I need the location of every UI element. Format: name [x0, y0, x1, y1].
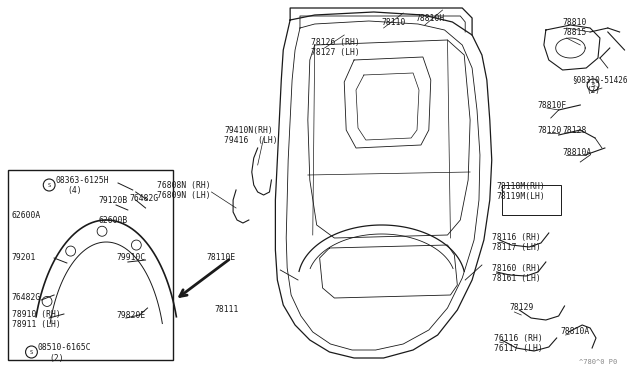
- Text: 62600A: 62600A: [12, 211, 41, 219]
- Text: 76482G: 76482G: [12, 294, 41, 302]
- Text: 78126 (RH): 78126 (RH): [311, 38, 360, 46]
- Text: 78117 (LH): 78117 (LH): [492, 243, 541, 251]
- Bar: [8, 170, 173, 360]
- Text: 76482G: 76482G: [130, 193, 159, 202]
- Text: 78160 (RH): 78160 (RH): [492, 263, 541, 273]
- Text: 78810A: 78810A: [563, 148, 592, 157]
- Text: 78120: 78120: [537, 125, 561, 135]
- Text: S: S: [30, 350, 33, 355]
- Text: 78161 (LH): 78161 (LH): [492, 273, 541, 282]
- Text: 78110: 78110: [381, 17, 406, 26]
- Text: 78810H: 78810H: [415, 13, 444, 22]
- Text: 79416  (LH): 79416 (LH): [224, 135, 278, 144]
- Text: 78118M(RH): 78118M(RH): [497, 182, 545, 190]
- Text: 78127 (LH): 78127 (LH): [311, 48, 360, 57]
- Text: (4): (4): [67, 186, 81, 195]
- Text: 78128: 78128: [563, 125, 587, 135]
- Text: 78116 (RH): 78116 (RH): [492, 232, 541, 241]
- Bar: [502, 185, 561, 215]
- Text: 76116 (RH): 76116 (RH): [493, 334, 543, 343]
- Text: (2): (2): [586, 86, 600, 94]
- Text: 78810A: 78810A: [561, 327, 590, 337]
- Text: 78129: 78129: [509, 304, 534, 312]
- Text: S: S: [47, 183, 51, 187]
- Text: 78910 (RH): 78910 (RH): [12, 311, 61, 320]
- Text: 08363-6125H: 08363-6125H: [55, 176, 109, 185]
- Text: (2): (2): [49, 353, 64, 362]
- Text: 78810F: 78810F: [537, 100, 566, 109]
- Text: 78911 (LH): 78911 (LH): [12, 321, 61, 330]
- Text: 62600B: 62600B: [99, 215, 127, 224]
- Text: ^780^0 P0: ^780^0 P0: [579, 359, 618, 365]
- Text: 08510-6165C: 08510-6165C: [37, 343, 91, 353]
- Text: 78111: 78111: [214, 305, 239, 314]
- Text: 78119M(LH): 78119M(LH): [497, 192, 545, 201]
- Text: §08310-51426: §08310-51426: [572, 76, 628, 84]
- Text: 76809N (LH): 76809N (LH): [157, 190, 211, 199]
- Text: 78110E: 78110E: [207, 253, 236, 263]
- Text: 78810: 78810: [563, 17, 587, 26]
- Text: 79201: 79201: [12, 253, 36, 263]
- Text: 79820E: 79820E: [116, 311, 145, 320]
- Text: 79410N(RH): 79410N(RH): [224, 125, 273, 135]
- Text: 76808N (RH): 76808N (RH): [157, 180, 211, 189]
- Text: 79120B: 79120B: [99, 196, 127, 205]
- Text: 76117 (LH): 76117 (LH): [493, 343, 543, 353]
- Text: 78815: 78815: [563, 28, 587, 36]
- Text: 79910C: 79910C: [116, 253, 145, 263]
- Text: S: S: [591, 83, 595, 87]
